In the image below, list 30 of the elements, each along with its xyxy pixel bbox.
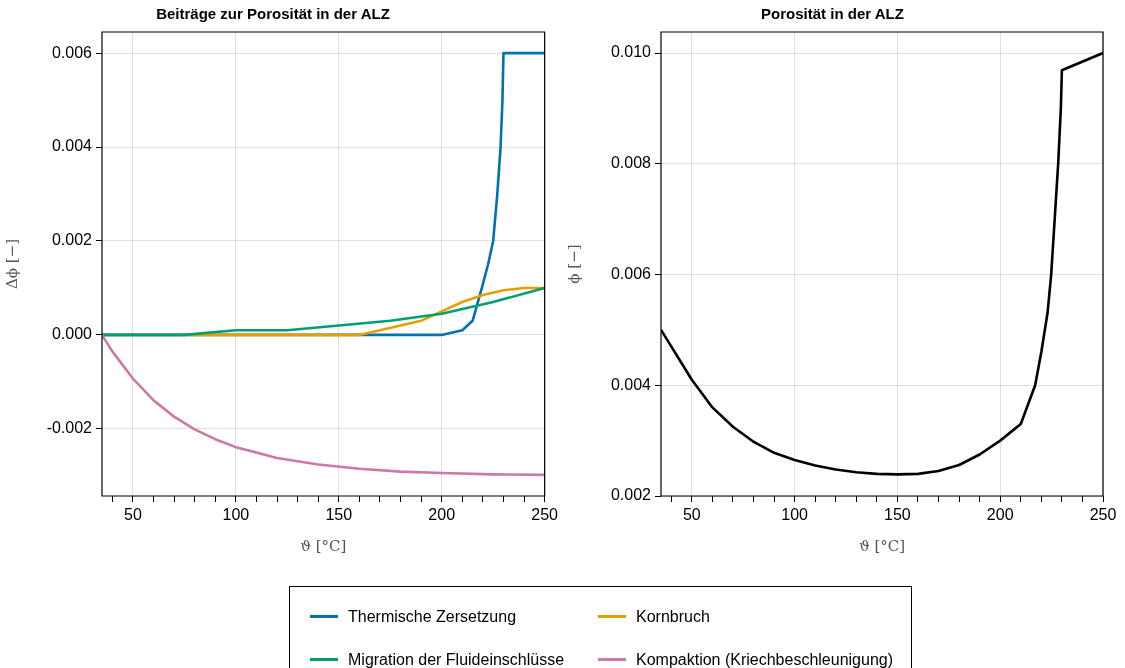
x-tick-label: 150 xyxy=(325,506,353,524)
x-axis-title: ϑ [°C] xyxy=(858,536,906,555)
y-tick-label: -0.002 xyxy=(46,419,93,437)
x-tick-label: 250 xyxy=(531,506,559,524)
x-axis-title: ϑ [°C] xyxy=(300,536,347,555)
y-axis-title: ϕ [−] xyxy=(564,244,583,284)
y-tick-label: 0.002 xyxy=(51,231,93,249)
legend-label: Migration der Fluideinschlüsse xyxy=(347,649,566,668)
y-tick-label: 0.006 xyxy=(51,43,93,61)
y-tick-label: 0.002 xyxy=(610,486,652,504)
x-tick-label: 50 xyxy=(682,506,701,524)
x-tick-label: 200 xyxy=(986,506,1014,524)
legend-label: Kornbruch xyxy=(635,606,711,627)
x-tick-label: 50 xyxy=(123,506,142,524)
y-tick-label: 0.004 xyxy=(610,375,652,393)
y-axis-title: Δϕ [−] xyxy=(2,238,21,290)
x-tick-label: 150 xyxy=(884,506,911,524)
legend-label: Kompaktion (Kriechbeschleunigung) xyxy=(635,649,895,668)
x-tick-label: 100 xyxy=(781,506,809,524)
x-tick-label: 250 xyxy=(1089,506,1117,524)
y-tick-label: 0.000 xyxy=(51,325,93,343)
y-tick-label: 0.006 xyxy=(610,264,652,282)
y-tick-label: 0.008 xyxy=(610,154,652,172)
x-tick-label: 100 xyxy=(222,506,250,524)
y-tick-label: 0.010 xyxy=(610,43,652,61)
y-tick-label: 0.004 xyxy=(51,137,93,155)
x-tick-label: 200 xyxy=(428,506,456,524)
chart-title: Beiträge zur Porosität in der ALZ xyxy=(156,5,390,23)
legend-label: Thermische Zersetzung xyxy=(347,606,518,627)
chart-title: Porosität in der ALZ xyxy=(761,5,904,23)
